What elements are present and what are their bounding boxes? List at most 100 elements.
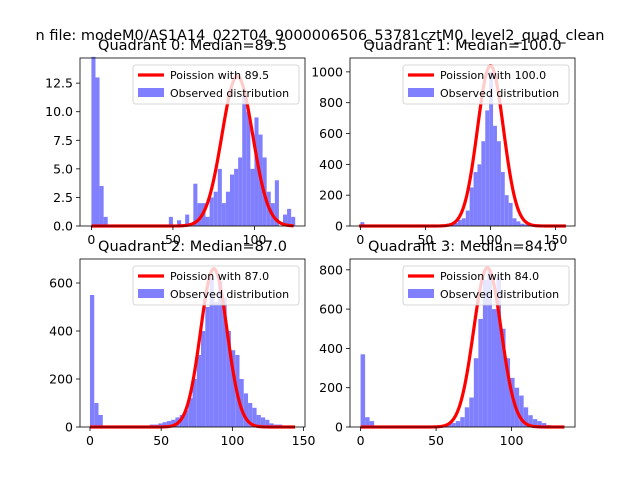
subplot-quadrant-3: 0 50 100 0 200 400 600 800 Poission with 84.0 Obs…	[319, 239, 576, 448]
hist-bar	[369, 421, 375, 427]
legend-box	[402, 64, 570, 105]
hist-bar	[103, 216, 108, 226]
x-tick-label: 0	[357, 433, 365, 448]
hist-bar	[287, 208, 292, 226]
hist-bar	[185, 214, 190, 226]
hist-bar	[455, 421, 461, 427]
hist-bar	[238, 157, 243, 226]
hist-bar	[477, 164, 482, 226]
subplot-title: Quadrant 2: Median=87.0	[98, 239, 287, 255]
hist-bar	[457, 219, 462, 226]
hist-bar	[504, 195, 509, 226]
hist-bar	[242, 94, 247, 226]
hist-bar	[171, 419, 176, 427]
x-tick-label: 150	[292, 433, 316, 448]
hist-bar	[265, 419, 270, 427]
hist-bar	[225, 191, 230, 226]
y-tick-label: 0	[335, 219, 343, 234]
hist-bar	[95, 77, 100, 226]
hist-bar	[519, 395, 524, 427]
hist-bar	[158, 423, 163, 427]
hist-bar	[168, 216, 173, 226]
y-tick-label: 800	[319, 262, 343, 277]
subplot-title: Quadrant 3: Median=84.0	[368, 239, 557, 255]
hist-bar	[162, 422, 167, 427]
hist-bar	[473, 358, 479, 427]
hist-bar	[193, 183, 198, 226]
y-tick-label: 0	[65, 420, 73, 435]
hist-bar	[91, 56, 96, 226]
hist-bar	[230, 174, 235, 226]
hist-bar	[222, 297, 227, 427]
y-tick-label: 200	[49, 372, 73, 387]
hist-bar	[221, 203, 226, 226]
legend-box	[132, 64, 300, 105]
y-tick-label: 400	[319, 157, 343, 172]
hist-bar	[496, 277, 502, 427]
hist-bar	[188, 398, 193, 427]
y-tick-label: 2.5	[53, 190, 73, 205]
hist-bar	[508, 202, 513, 226]
x-tick-label: 0	[87, 232, 95, 247]
axes-frame	[79, 57, 306, 227]
hist-bar	[250, 168, 255, 226]
axes-frame	[349, 258, 576, 428]
hist-bar	[213, 302, 219, 427]
hist-bar	[360, 354, 366, 427]
hist-bar	[460, 417, 465, 427]
hist-bar	[481, 141, 486, 226]
hist-bar	[213, 191, 218, 226]
legend-fit-label: Poission with 87.0	[170, 270, 269, 283]
figure-suptitle: n file: modeM0/AS1A14_022T04_9000006506_…	[36, 28, 605, 44]
hist-bar	[496, 141, 501, 226]
x-tick-label: 100	[500, 433, 524, 448]
hist-bar	[98, 415, 103, 427]
hist-bar	[234, 168, 239, 226]
x-tick-label: 100	[479, 232, 503, 247]
x-tick-label: 50	[417, 232, 433, 247]
hist-bar	[485, 110, 490, 226]
y-tick-label: 400	[319, 341, 343, 356]
hist-bar	[243, 393, 249, 427]
y-tick-label: 200	[319, 188, 343, 203]
x-tick-label: 50	[428, 433, 444, 448]
hist-bar	[230, 350, 236, 427]
hist-bar	[537, 421, 542, 427]
legend-hist-swatch	[138, 289, 164, 298]
legend-fit-label: Poission with 84.0	[440, 270, 539, 283]
legend-box	[132, 265, 300, 306]
subplot-title: Quadrant 1: Median=100.0	[363, 38, 561, 54]
x-tick-label: 0	[356, 232, 364, 247]
hist-bar	[201, 331, 206, 427]
hist-bar	[209, 197, 214, 226]
hist-bar	[217, 168, 222, 226]
x-tick-label: 100	[220, 433, 244, 448]
x-tick-label: 50	[165, 232, 181, 247]
hist-bar	[274, 180, 279, 226]
hist-bar	[505, 358, 511, 427]
legend-hist-swatch	[408, 88, 434, 97]
legend-hist-swatch	[408, 289, 434, 298]
hist-bar	[254, 117, 259, 226]
legend-hist-label: Observed distribution	[440, 87, 559, 100]
hist-bar	[469, 397, 474, 427]
hist-bar	[205, 307, 210, 427]
legend-hist-swatch	[138, 88, 164, 97]
legend-hist-label: Observed distribution	[440, 288, 559, 301]
hist-bar	[512, 218, 517, 226]
hist-bar	[510, 377, 515, 427]
y-tick-label: 0.0	[53, 219, 73, 234]
y-tick-label: 600	[319, 126, 343, 141]
y-tick-label: 7.5	[53, 133, 73, 148]
hist-bar	[365, 417, 370, 427]
hist-bar	[94, 403, 99, 427]
hist-bar	[196, 355, 202, 427]
y-tick-label: 1000	[311, 64, 343, 79]
hist-bar	[473, 172, 478, 226]
subplot-quadrant-1: 0 50 100 150 0 200 400 600 800 1000 Poission with …	[311, 38, 576, 247]
hist-bar	[99, 186, 104, 226]
hist-bar	[520, 223, 525, 226]
hist-bar	[269, 423, 274, 427]
axes-frame	[79, 258, 306, 428]
y-tick-label: 200	[319, 380, 343, 395]
